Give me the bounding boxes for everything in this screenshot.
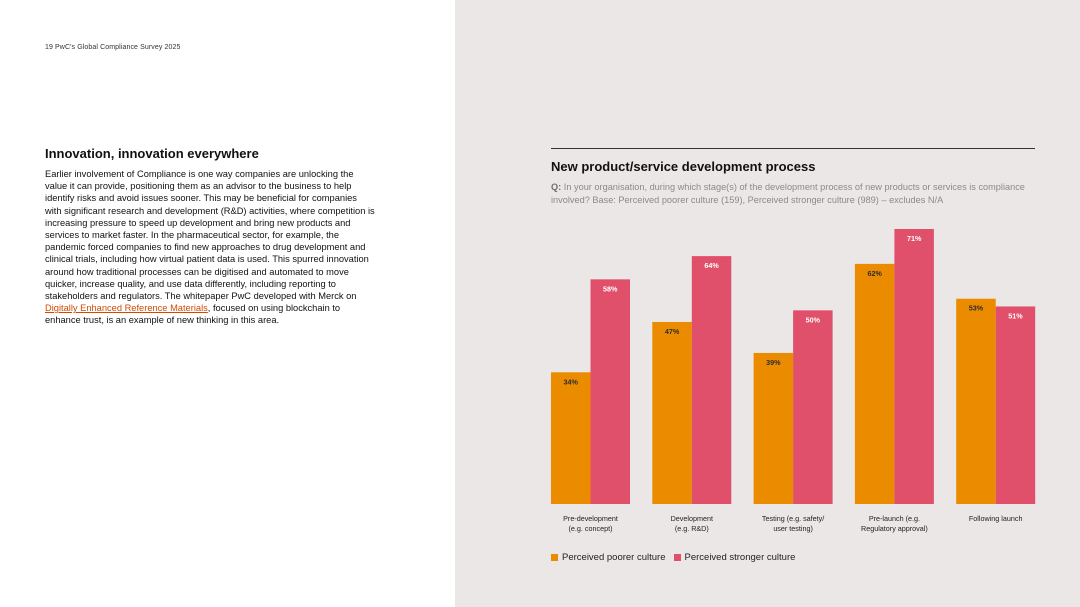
body-text-part2: , focused on using blockchain to enhance…	[45, 303, 341, 326]
question-text: In your organisation, during which stage…	[551, 182, 1025, 205]
category-label-2: Testing (e.g. safety/user testing)	[762, 514, 824, 533]
bar-stronger-2	[793, 310, 833, 504]
value-label-stronger-1: 64%	[704, 261, 719, 270]
bar-poorer-0	[551, 372, 591, 504]
value-label-poorer-1: 47%	[665, 327, 680, 336]
chart-question: Q: In your organisation, during which st…	[551, 181, 1036, 207]
bar-stronger-4	[995, 306, 1036, 504]
bar-poorer-1	[652, 321, 692, 504]
value-label-stronger-3: 71%	[907, 234, 922, 243]
value-label-stronger-0: 58%	[603, 284, 618, 293]
bar-poorer-3	[854, 263, 895, 504]
category-label-0: Pre-development (e.g. concept)	[563, 514, 618, 533]
value-label-stronger-4: 51%	[1008, 311, 1023, 320]
legend-swatch	[551, 554, 558, 561]
category-label-3: Pre-launch (e.g. Regulatory approval)	[861, 514, 928, 533]
value-label-poorer-2: 39%	[766, 358, 781, 367]
body-text: Earlier involvement of Compliance is one…	[45, 168, 375, 327]
question-prefix: Q:	[551, 182, 562, 192]
chart-legend: Perceived poorer culture Perceived strong…	[551, 552, 803, 563]
bar-stronger-3	[894, 229, 934, 504]
category-label-4: Following launch	[969, 514, 1023, 523]
bar-poorer-4	[956, 298, 996, 504]
title-divider	[551, 148, 1035, 149]
chart-title: New product/service development process	[551, 159, 816, 174]
legend-item-stronger: Perceived stronger culture	[673, 552, 796, 563]
value-label-poorer-4: 53%	[969, 304, 984, 313]
value-label-poorer-0: 34%	[564, 377, 579, 386]
section-title: Innovation, innovation everywhere	[45, 146, 259, 161]
page-header: 19 PwC's Global Compliance Survey 2025	[45, 44, 181, 51]
body-text-part1: Earlier involvement of Compliance is one…	[45, 169, 375, 302]
bar-stronger-0	[590, 279, 630, 504]
legend-item-poorer: Perceived poorer culture	[551, 552, 666, 563]
bar-stronger-1	[691, 256, 732, 504]
bar-poorer-2	[753, 352, 794, 504]
value-label-poorer-3: 62%	[867, 269, 882, 278]
legend-swatch	[673, 554, 681, 561]
whitepaper-link[interactable]: Digitally Enhanced Reference Materials	[45, 303, 208, 314]
left-page	[0, 0, 455, 607]
category-label-1: Development (e.g. R&D)	[671, 514, 713, 533]
legend-label: Perceived poorer culture	[562, 552, 666, 563]
value-label-stronger-2: 50%	[806, 315, 821, 324]
legend-label: Perceived stronger culture	[684, 552, 796, 563]
